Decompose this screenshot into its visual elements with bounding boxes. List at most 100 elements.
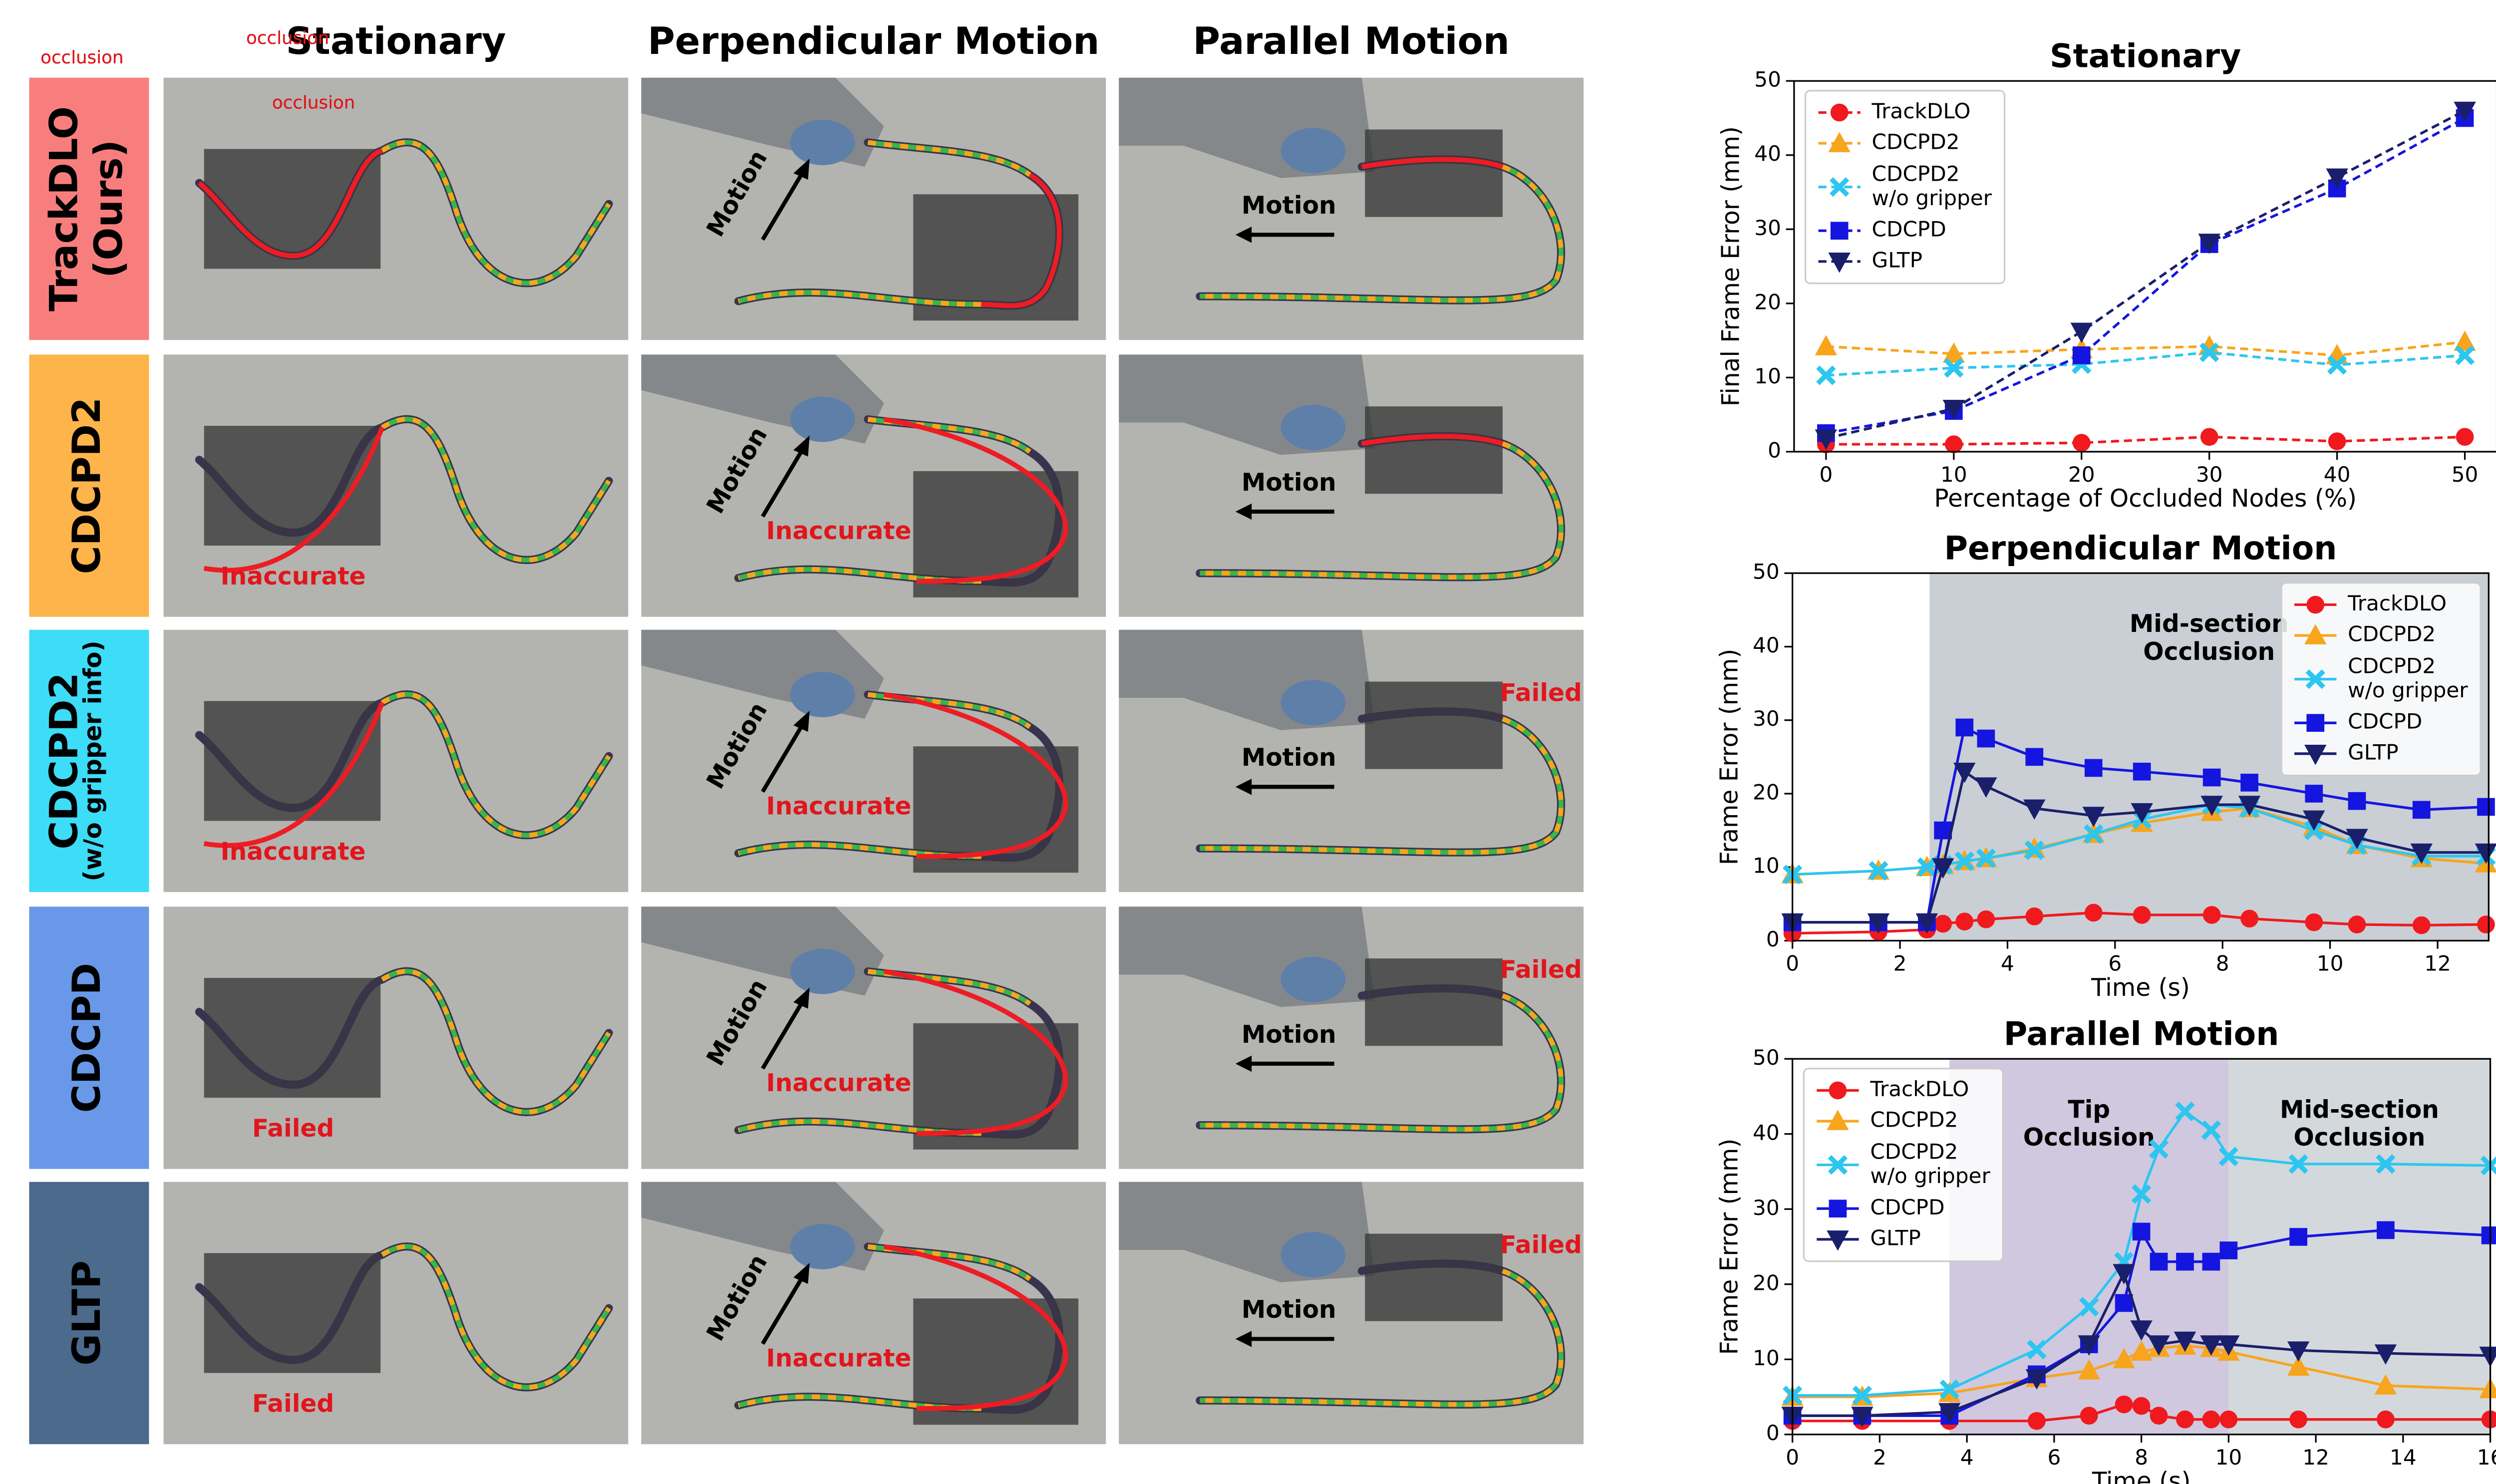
photo-cell: Failed: [163, 1182, 628, 1445]
text-line: CDCPD2: [2348, 653, 2436, 678]
marker: [2305, 913, 2323, 931]
marker: [2202, 1252, 2220, 1271]
text-line: Tip: [2068, 1096, 2110, 1124]
tracked-rope-occluded: [1361, 157, 1504, 169]
column-title: Perpendicular Motion: [647, 19, 1099, 63]
tracked-rope-wrong: [884, 1244, 1068, 1411]
occlusion-label: occlusion: [40, 47, 123, 68]
marker: [2113, 1264, 2135, 1285]
occlusion-label: occlusion: [272, 93, 355, 113]
series-line: [1792, 1228, 2491, 1417]
plot-frame: [1792, 1058, 2492, 1436]
y-tick-label: 30: [1753, 1195, 1780, 1220]
marker: [1955, 912, 1974, 931]
tracked-rope-wrong: [884, 969, 1068, 1136]
marker: [1976, 848, 1996, 869]
marker: [2289, 1228, 2307, 1246]
rope-hidden: [197, 424, 383, 536]
tracked-rope: [1200, 441, 1563, 580]
chart-title: Perpendicular Motion: [1944, 530, 2337, 567]
marker: [2150, 1252, 2168, 1271]
tracked-rope: [1200, 993, 1563, 1132]
legend-marker: [1830, 222, 1849, 240]
legend-marker: [2304, 624, 2327, 644]
marker: [2025, 1369, 2048, 1390]
x-tick-label: 0: [1786, 1445, 1799, 1470]
marker: [1955, 718, 1974, 737]
marker: [2240, 774, 2258, 792]
marker: [2289, 1410, 2307, 1429]
marker: [2303, 810, 2325, 831]
legend-box: [2280, 582, 2482, 777]
motion-arrowhead: [793, 1262, 810, 1284]
motion-label: Motion: [1242, 1296, 1336, 1324]
marker: [2202, 768, 2221, 787]
occlusion-label: occlusion: [40, 47, 123, 68]
marker: [2240, 909, 2258, 928]
x-axis-label: Time (s): [2091, 974, 2190, 1002]
marker: [2376, 1154, 2396, 1174]
marker: [2025, 748, 2044, 766]
legend-box: [1803, 1068, 2004, 1262]
text-line: Mid-section: [2130, 610, 2289, 638]
tracked-rope-wrong: [884, 692, 1068, 859]
legend-label: TrackDLO: [1872, 99, 1971, 123]
marker: [2115, 1395, 2133, 1414]
status-label: Inaccurate: [766, 793, 912, 821]
motion-arrowhead: [1235, 1331, 1252, 1347]
marker: [2456, 428, 2474, 446]
occlusion-box: [204, 978, 381, 1098]
status-label: Failed: [252, 1115, 334, 1143]
photo-cell: Motion: [1119, 77, 1584, 340]
x-axis-label: Percentage of Occluded Nodes (%): [1934, 485, 2357, 513]
y-tick-label: 50: [1754, 67, 1781, 92]
marker: [2454, 330, 2476, 351]
tracked-rope-wrong: [203, 701, 385, 848]
marker: [2175, 1101, 2195, 1122]
gripper-joint: [790, 120, 855, 165]
occlusion-box: [1365, 1233, 1503, 1321]
y-tick-label: 40: [1754, 141, 1781, 166]
row-label-box: [29, 906, 149, 1169]
text-line: Occlusion: [2143, 638, 2275, 666]
marker: [2217, 1335, 2240, 1356]
motion-arrowhead: [793, 158, 810, 180]
marker: [1977, 910, 1995, 928]
chart-title: Parallel Motion: [2004, 1015, 2279, 1053]
marker: [2150, 1407, 2168, 1425]
marker: [1977, 729, 1995, 748]
motion-arrow: [761, 1274, 805, 1345]
marker: [2130, 1340, 2153, 1361]
occlusion-label: occlusion: [246, 28, 329, 48]
motion-arrowhead: [1235, 1055, 1252, 1072]
y-tick-label: 30: [1753, 706, 1780, 731]
occlusion-box: [1365, 406, 1503, 494]
marker: [1815, 429, 1838, 450]
text-line: Occlusion: [2293, 1124, 2425, 1152]
marker: [1915, 913, 1938, 934]
marker: [1938, 1403, 1961, 1424]
marker: [1944, 435, 1963, 453]
legend-marker: [1829, 1199, 1847, 1218]
marker: [2084, 903, 2103, 922]
marker: [2328, 432, 2346, 450]
marker: [1815, 335, 1838, 355]
marker: [1816, 365, 1836, 385]
legend-label: CDCPD: [1872, 217, 1946, 242]
chart-title: Stationary: [2050, 37, 2241, 75]
series-line: [1826, 435, 2465, 446]
motion-arrowhead: [793, 435, 810, 457]
status-label: Inaccurate: [766, 1345, 912, 1373]
row-label: CDCPD2(w/o gripper info): [42, 640, 107, 881]
occlusion-label: occlusion: [246, 28, 329, 48]
text-line: Mid-section: [2280, 1096, 2439, 1124]
x-tick-label: 4: [2001, 951, 2014, 976]
legend-label: TrackDLO: [1870, 1077, 1969, 1101]
gripper-joint: [790, 1224, 855, 1269]
occlusion-label: occlusion: [246, 28, 329, 48]
legend-label: CDCPD: [1870, 1195, 1944, 1219]
marker: [2149, 1139, 2169, 1159]
row-label: GLTP: [64, 1260, 109, 1366]
text-line: Occlusion: [2023, 1124, 2155, 1152]
